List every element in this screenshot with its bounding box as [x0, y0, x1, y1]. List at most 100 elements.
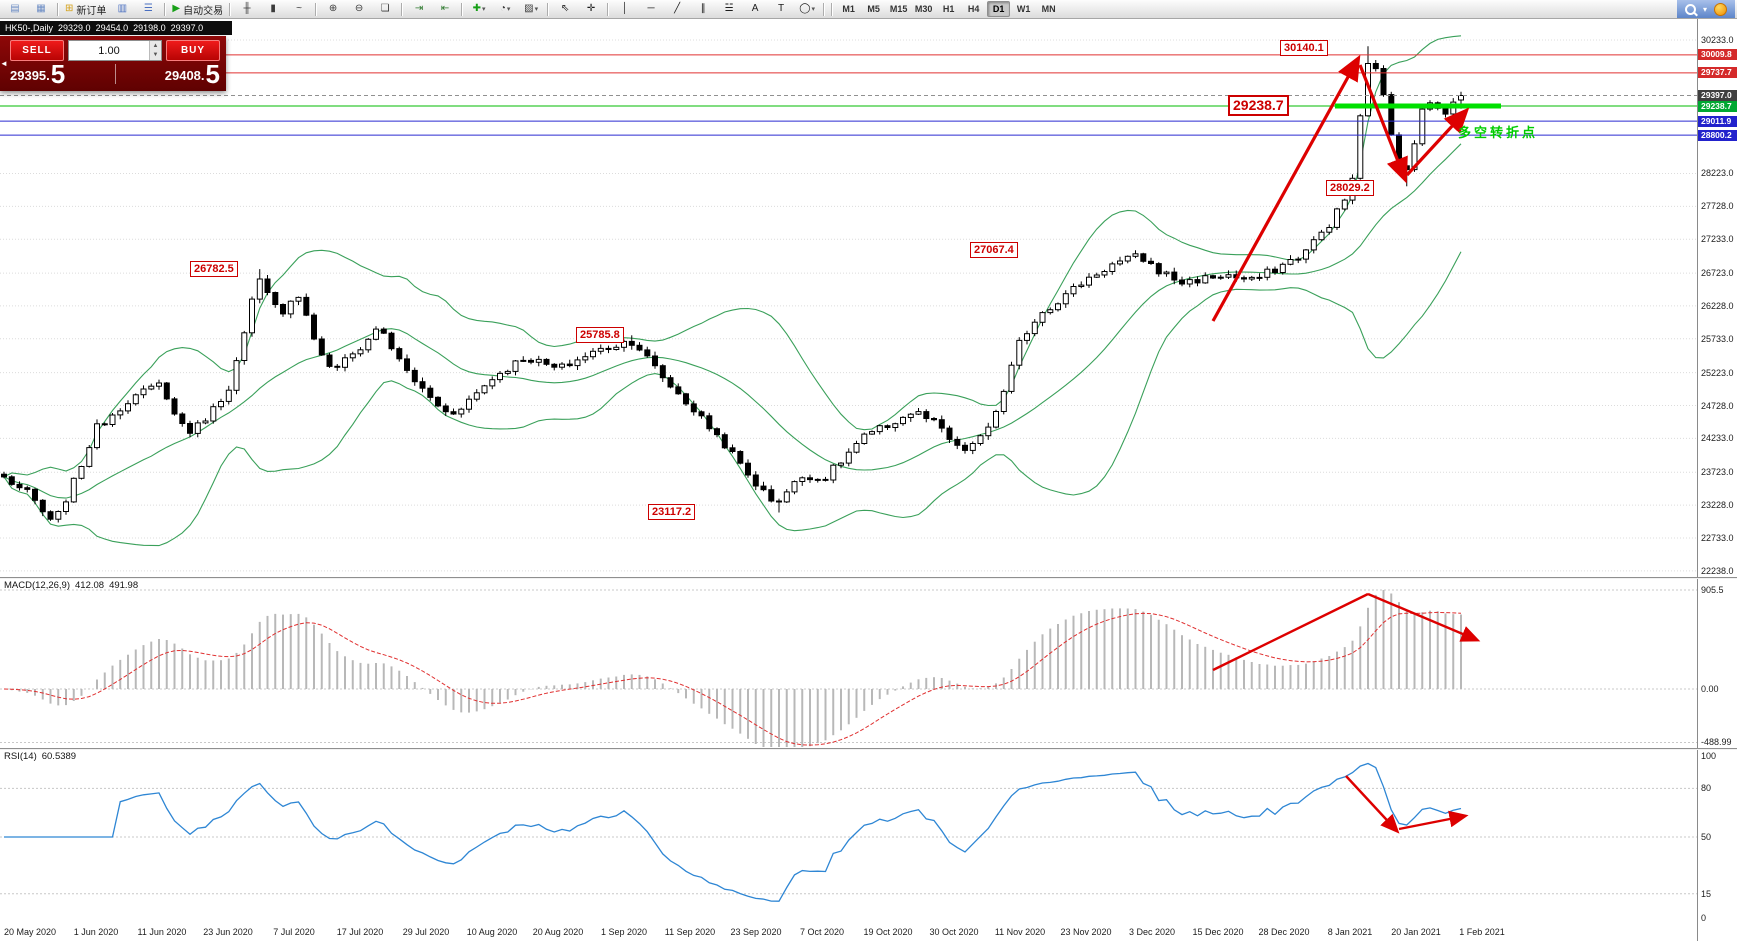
new-order-button[interactable]: ⊞ 新订单	[62, 0, 109, 18]
pane-separator-rsi[interactable]	[0, 748, 1737, 750]
text-button[interactable]: A	[742, 0, 768, 18]
axis-tick-label: 27728.0	[1701, 201, 1734, 212]
price-annotation-label[interactable]: 26782.5	[190, 261, 238, 277]
spinner-down-icon[interactable]: ▼	[150, 50, 161, 60]
shapes-button[interactable]: ◯ ▾	[794, 0, 820, 18]
buy-price[interactable]: 29408. 5	[165, 59, 220, 89]
price-annotation-label[interactable]: 27067.4	[970, 242, 1018, 258]
chevron-down-icon[interactable]: ▾	[1702, 4, 1707, 14]
axis-tick-label: 15	[1701, 888, 1712, 899]
timeframe-m15-button[interactable]: M15	[889, 4, 908, 14]
line-chart-button[interactable]: ~	[286, 0, 312, 18]
macd-label: MACD(12,26,9) 412.08 491.98	[4, 580, 138, 591]
ohlc-close: 29397.0	[170, 23, 204, 33]
drawn-trend-arrows[interactable]	[1211, 54, 1501, 834]
symbol-ohlc-header: HK50-,Daily 29329.0 29454.0 29198.0 2939…	[0, 21, 232, 35]
crosshair-button[interactable]: ✛	[578, 0, 604, 18]
axis-tick-label: 0	[1701, 913, 1707, 923]
channel-icon: ∥	[700, 3, 706, 14]
candlestick-chart-button[interactable]: ▮	[260, 0, 286, 18]
crosshair-icon: ✛	[586, 3, 596, 14]
tile-windows-icon: ❏	[380, 3, 390, 14]
rsi-title: RSI(14)	[4, 751, 37, 762]
horizontal-line-button[interactable]: ─	[638, 0, 664, 18]
timeframe-m1-button[interactable]: M1	[842, 4, 855, 14]
shapes-icon: ◯	[799, 3, 811, 14]
timeframe-m30-button[interactable]: M30	[914, 4, 933, 14]
channel-button[interactable]: ∥	[690, 0, 716, 18]
time-axis[interactable]: 20 May 2020 1 Jun 2020 11 Jun 2020 23 Jun 2…	[0, 923, 1697, 941]
sell-button[interactable]: SELL	[10, 40, 64, 61]
new-chart-button[interactable]: ▤	[2, 0, 28, 18]
buy-price-big-digit: 5	[205, 59, 220, 89]
price-axis[interactable]: 30233.0 28223.0 27728.0 27233.0 26723.0 26228…	[1697, 19, 1737, 941]
price-annotation-label[interactable]: 23117.2	[648, 504, 696, 520]
spinner-up-icon[interactable]: ▲	[150, 41, 161, 51]
date-tick-label: 23 Nov 2020	[1060, 927, 1112, 937]
timeframe-d1-button[interactable]: D1	[987, 1, 1011, 17]
axis-tick-label: 26723.0	[1701, 268, 1734, 279]
horizontal-level-lines[interactable]	[0, 54, 1697, 136]
sell-price[interactable]: 29395. 5	[10, 59, 66, 89]
horizontal-line-icon: ─	[647, 3, 655, 14]
chart-profiles-icon: ▦	[36, 3, 46, 14]
community-notification-icon[interactable]	[1714, 2, 1727, 16]
axis-tick-label: 23228.0	[1701, 500, 1734, 511]
navigator-button[interactable]: ☰	[135, 0, 161, 18]
chart-profiles-button[interactable]: ▦	[28, 0, 54, 18]
buy-button[interactable]: BUY	[166, 40, 220, 61]
auto-trading-button[interactable]: ▶ 自动交易	[169, 0, 226, 18]
search-icon[interactable]	[1684, 3, 1696, 15]
timeframe-h1-button[interactable]: H1	[942, 4, 955, 14]
timeframe-m5-button[interactable]: M5	[867, 4, 880, 14]
cursor-button[interactable]: ⇖	[552, 0, 578, 18]
templates-icon: ▨	[524, 3, 534, 14]
timeframe-h4-button[interactable]: H4	[967, 4, 980, 14]
toolbar-separator	[607, 2, 610, 16]
turning-point-note[interactable]: 多空转折点	[1458, 125, 1539, 140]
auto-scroll-button[interactable]: ⇥	[406, 0, 432, 18]
volume-value[interactable]: 1.00	[98, 44, 120, 57]
date-tick-label: 29 Jul 2020	[402, 927, 450, 937]
price-annotation-label[interactable]: 25785.8	[576, 327, 624, 343]
zoom-in-button[interactable]: ⊕	[320, 0, 346, 18]
date-tick-label: 28 Dec 2020	[1258, 927, 1310, 937]
indicators-button[interactable]: ✚ ▾	[466, 0, 492, 18]
date-tick-label: 11 Sep 2020	[664, 927, 716, 937]
vertical-line-button[interactable]: │	[612, 0, 638, 18]
chart-canvas[interactable]	[0, 19, 1737, 941]
zoom-out-button[interactable]: ⊖	[346, 0, 372, 18]
line-chart-icon: ~	[296, 3, 303, 14]
timeframe-mn-button[interactable]: MN	[1041, 4, 1056, 14]
zoom-out-icon: ⊖	[354, 3, 364, 14]
volume-input[interactable]: 1.00 ▲ ▼	[68, 40, 162, 61]
pane-separator-macd[interactable]	[0, 577, 1737, 579]
axis-tick-label: 22733.0	[1701, 533, 1734, 543]
periods-button[interactable]: ◔ ▾	[492, 0, 518, 18]
fibonacci-button[interactable]: ☱	[716, 0, 742, 18]
timeframe-w1-button[interactable]: W1	[1016, 4, 1031, 14]
toolbar-separator	[461, 2, 464, 16]
collapse-panel-icon[interactable]: ◄	[0, 58, 8, 68]
date-tick-label: 7 Jul 2020	[273, 927, 315, 937]
price-annotation-label[interactable]: 28029.2	[1326, 180, 1374, 196]
chevron-down-icon: ▾	[482, 6, 486, 13]
axis-tick-label: 23723.0	[1701, 467, 1734, 478]
tile-windows-button[interactable]: ❏	[372, 0, 398, 18]
new-order-button-label: 新订单	[76, 5, 107, 17]
price-annotation-label[interactable]: 30140.1	[1280, 40, 1328, 56]
date-tick-label: 20 Jan 2021	[1391, 927, 1441, 937]
volume-spinner: ▲ ▼	[149, 41, 161, 60]
market-watch-button[interactable]: ▥	[109, 0, 135, 18]
zoom-in-icon: ⊕	[328, 3, 338, 14]
chevron-down-icon: ▾	[811, 6, 815, 13]
templates-button[interactable]: ▨ ▾	[518, 0, 544, 18]
price-annotation-label[interactable]: 29238.7	[1228, 95, 1289, 116]
chart-shift-button[interactable]: ⇤	[432, 0, 458, 18]
trendline-button[interactable]: ╱	[664, 0, 690, 18]
label-button[interactable]: T	[768, 0, 794, 18]
fibonacci-icon: ☱	[724, 3, 734, 14]
sell-price-big-digit: 5	[50, 59, 66, 89]
bar-chart-button[interactable]: ╫	[234, 0, 260, 18]
price-tag: 29397.0	[1698, 90, 1737, 101]
